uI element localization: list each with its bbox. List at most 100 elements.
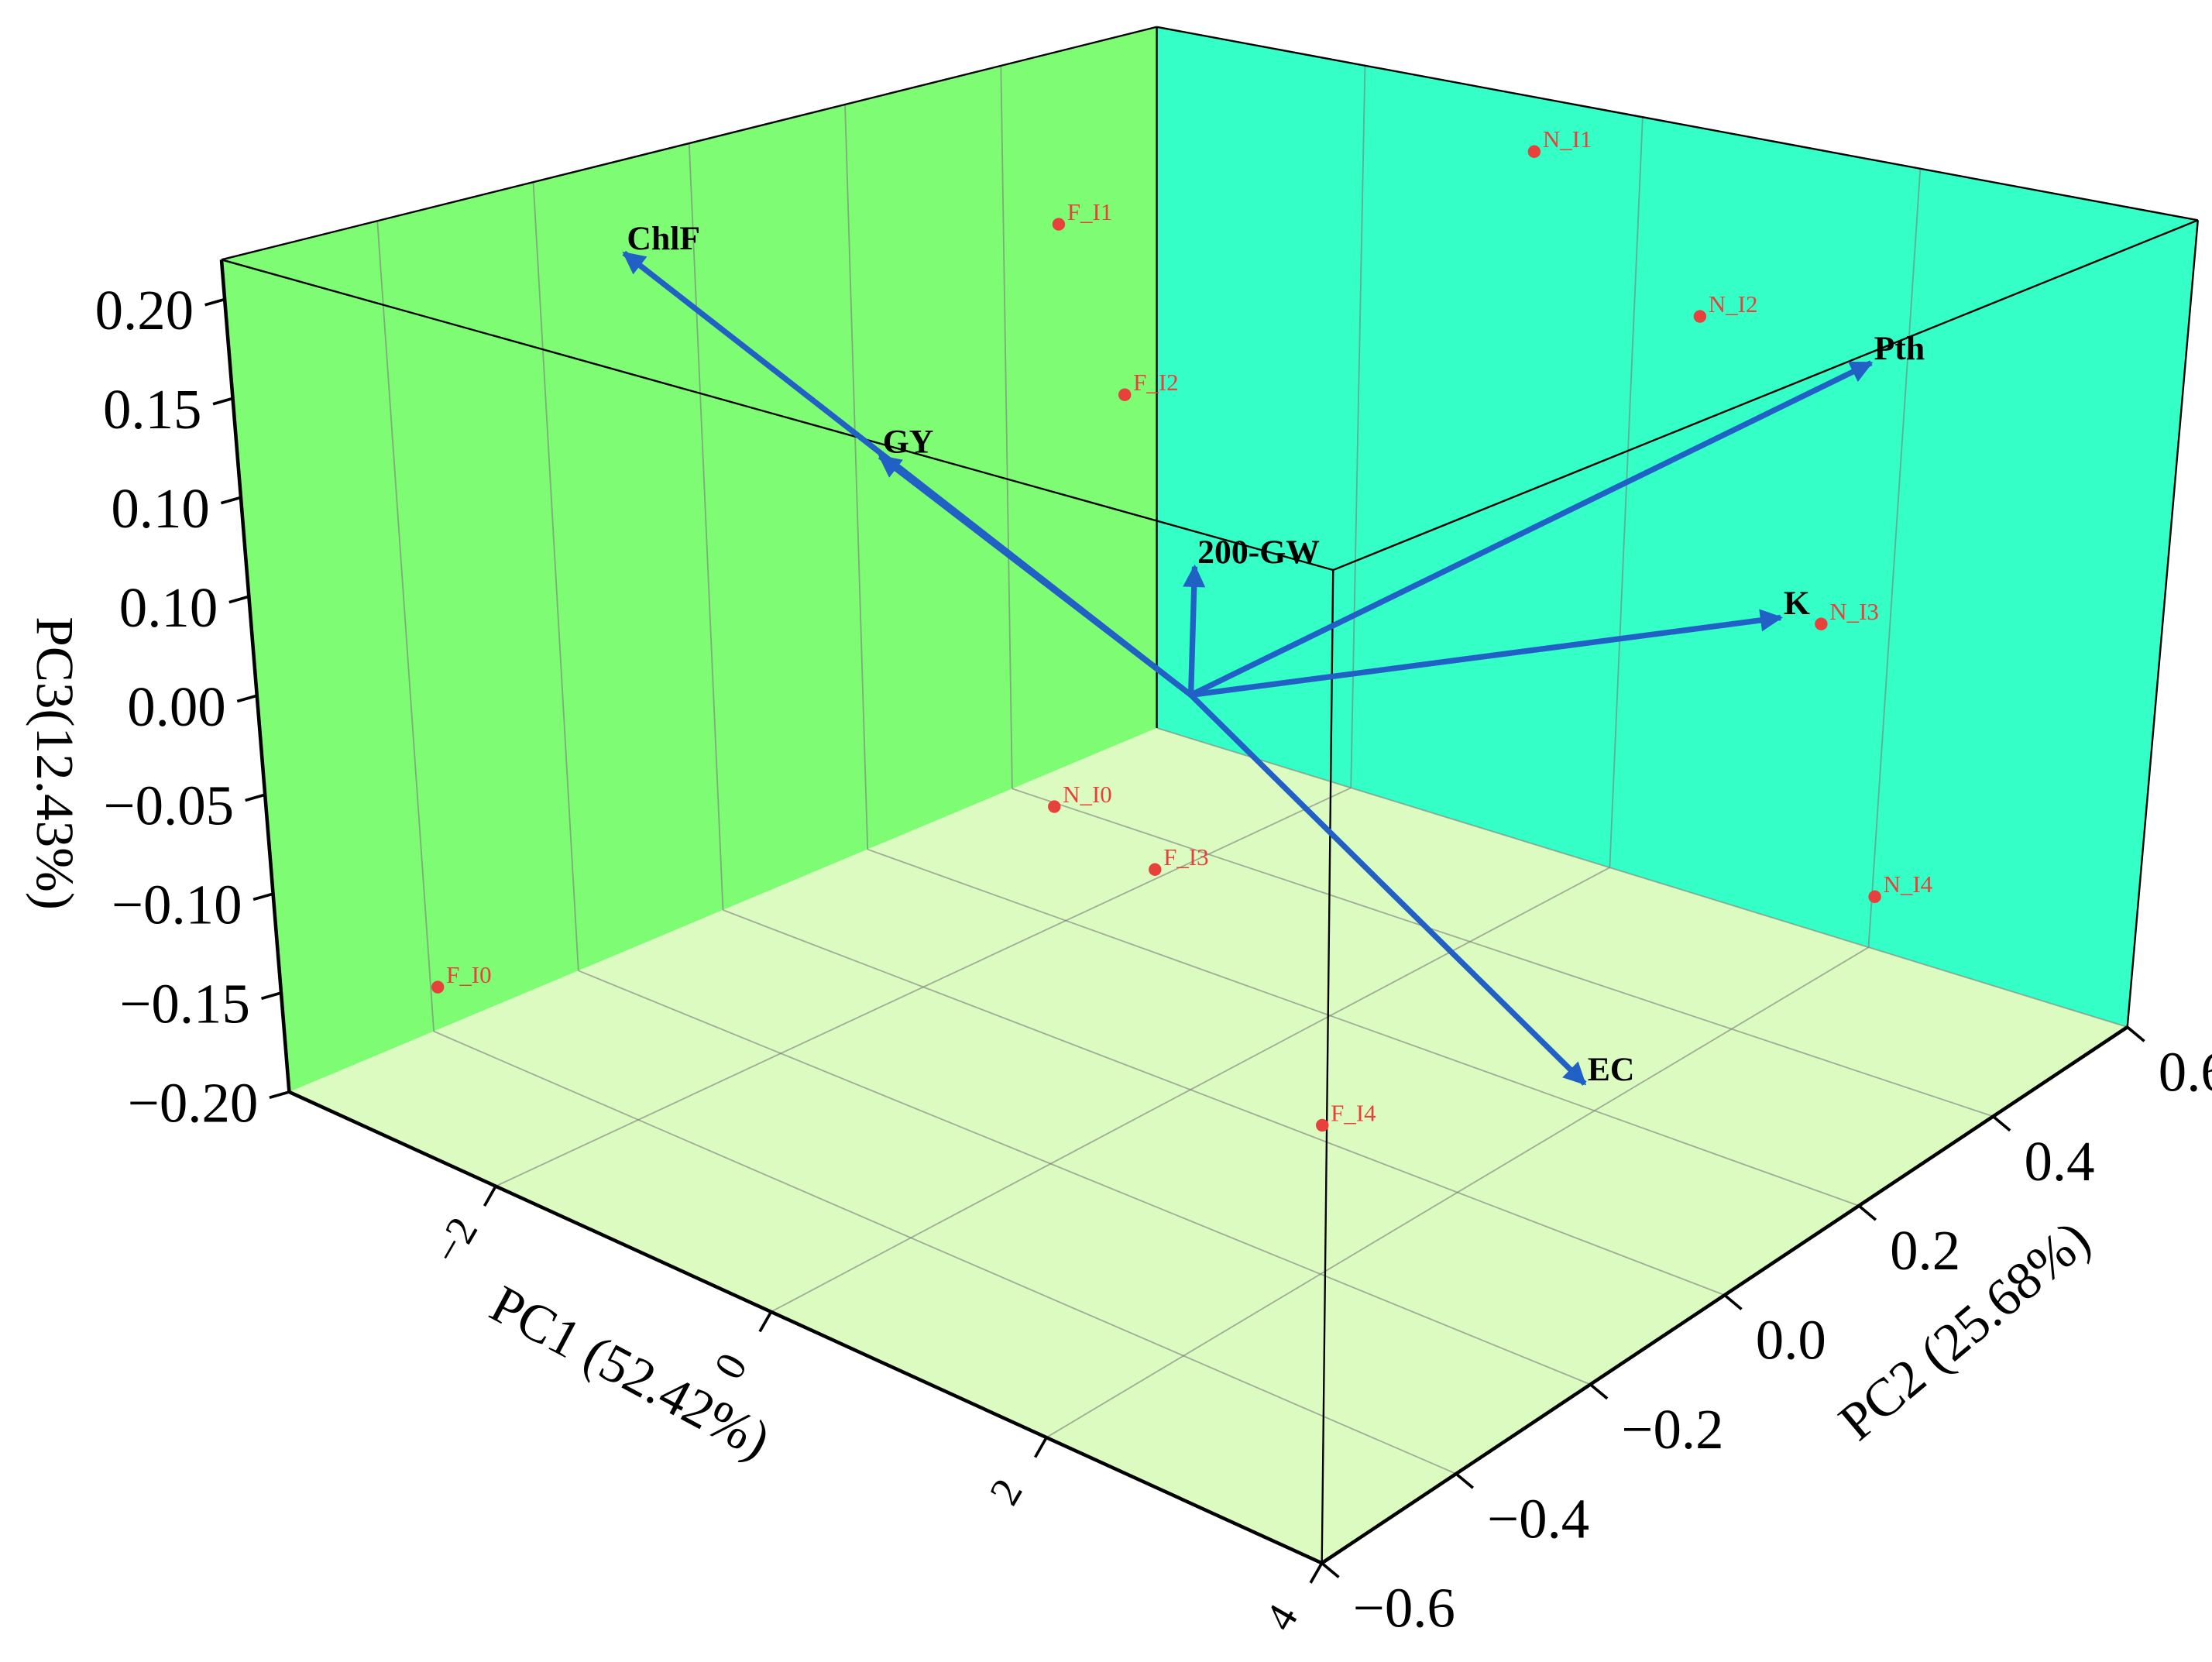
axis-line: [288, 1090, 1323, 1565]
x-tick: [758, 1310, 773, 1333]
vector-label: Pth: [1874, 330, 1925, 367]
x-tick: [483, 1185, 497, 1207]
grid-line: [844, 104, 869, 850]
score-point: [1149, 863, 1162, 876]
grid-line: [1000, 65, 1013, 789]
grid-line: [433, 1030, 1457, 1475]
x-tick: [1309, 1562, 1324, 1584]
box-edge: [1156, 26, 2199, 221]
grid-line: [532, 182, 579, 971]
y-tick-label: 0.6: [2159, 1040, 2212, 1103]
point-label: N_I3: [1829, 598, 1879, 625]
score-point: [1868, 890, 1881, 904]
loading-vector: [1190, 609, 1784, 699]
y-tick: [1857, 1204, 1877, 1221]
score-point: [1048, 800, 1061, 813]
floor: [289, 728, 2128, 1564]
point-label: F_I0: [446, 961, 491, 988]
score-point: [1052, 218, 1066, 231]
y-tick-label: 0.0: [1756, 1309, 1826, 1372]
box-edge: [1332, 219, 2199, 572]
point-label: F_I1: [1067, 198, 1112, 225]
point-label: N_I0: [1063, 781, 1112, 808]
z-tick: [212, 397, 234, 406]
z-tick-label: 0.10: [119, 576, 218, 639]
x-tick-label: 0: [705, 1345, 756, 1387]
grid-line: [495, 787, 1352, 1187]
grid-line: [723, 909, 1726, 1296]
y-tick-label: −0.4: [1487, 1487, 1589, 1550]
x-tick-label: −2: [424, 1209, 487, 1272]
z-tick-label: −0.20: [128, 1072, 259, 1135]
z-tick-label: 0.00: [127, 675, 225, 738]
z-tick: [269, 1090, 290, 1100]
y-tick-label: 0.4: [2024, 1130, 2094, 1193]
vector-label: EC: [1588, 1051, 1635, 1088]
grid-line: [1350, 65, 1366, 788]
vector-label: GY: [883, 424, 934, 461]
z-tick-label: 0.15: [103, 378, 201, 441]
x-tick-label: 2: [980, 1471, 1031, 1513]
score-point: [1316, 1118, 1329, 1132]
vector-label: 200-GW: [1197, 534, 1320, 571]
loading-vector: [1190, 360, 1874, 698]
box-edge: [221, 259, 1334, 572]
point-label: F_I2: [1133, 369, 1178, 396]
z-axis-title: PC3(12.43%): [26, 616, 85, 910]
z-tick-label: −0.15: [119, 973, 250, 1035]
z-tick-label: −0.05: [104, 774, 235, 837]
point-label: N_I4: [1884, 870, 1933, 898]
point-label: N_I2: [1709, 290, 1758, 318]
z-tick: [220, 496, 242, 505]
point-label: F_I4: [1331, 1099, 1376, 1126]
loading-vector: [1183, 564, 1206, 695]
y-tick: [2126, 1025, 2145, 1042]
x-tick-label: 4: [1255, 1596, 1307, 1638]
z-tick-label: 0.10: [111, 477, 209, 540]
y-tick: [1723, 1293, 1743, 1310]
score-point: [431, 980, 445, 994]
box-edge: [1321, 570, 1334, 1564]
point-label: F_I3: [1163, 843, 1208, 870]
grid-line: [1012, 788, 1994, 1118]
y-tick-label: 0.2: [1890, 1219, 1960, 1282]
grid-line: [867, 848, 1860, 1207]
z-tick: [236, 694, 258, 703]
x-tick: [1033, 1437, 1048, 1458]
y-axis-title: PC2 (25.68%): [1828, 1209, 2101, 1452]
box-edge: [2126, 220, 2199, 1028]
vector-label: K: [1784, 585, 1810, 622]
vector-label: ChlF: [627, 220, 700, 257]
grid-line: [578, 970, 1591, 1386]
point-label: N_I1: [1543, 125, 1592, 153]
score-point: [1693, 310, 1707, 323]
z-tick: [245, 793, 266, 802]
grid-line: [1609, 117, 1644, 868]
box-edge: [221, 26, 1157, 261]
z-tick-label: −0.10: [112, 874, 242, 936]
y-tick: [1455, 1472, 1475, 1489]
z-tick: [260, 991, 282, 1001]
grid-line: [376, 221, 434, 1032]
z-tick: [252, 892, 274, 901]
y-tick: [1321, 1561, 1340, 1578]
z-tick: [228, 595, 249, 604]
loading-vector: [878, 454, 1193, 698]
grid-line: [1867, 168, 1922, 948]
loading-vector: [1189, 692, 1587, 1086]
score-point: [1118, 388, 1132, 401]
grid-line: [1046, 946, 1870, 1438]
z-tick-label: 0.20: [95, 279, 194, 342]
score-point: [1815, 617, 1828, 630]
y-tick-label: −0.6: [1353, 1577, 1455, 1640]
y-tick: [1992, 1115, 2011, 1132]
y-tick: [1589, 1383, 1609, 1400]
z-tick: [204, 297, 225, 307]
score-point: [1527, 145, 1541, 158]
right-wall: [1156, 26, 2198, 1028]
y-tick-label: −0.2: [1621, 1398, 1723, 1461]
grid-line: [771, 867, 1610, 1313]
grid-line: [688, 143, 724, 911]
left-wall: [221, 26, 1157, 1092]
